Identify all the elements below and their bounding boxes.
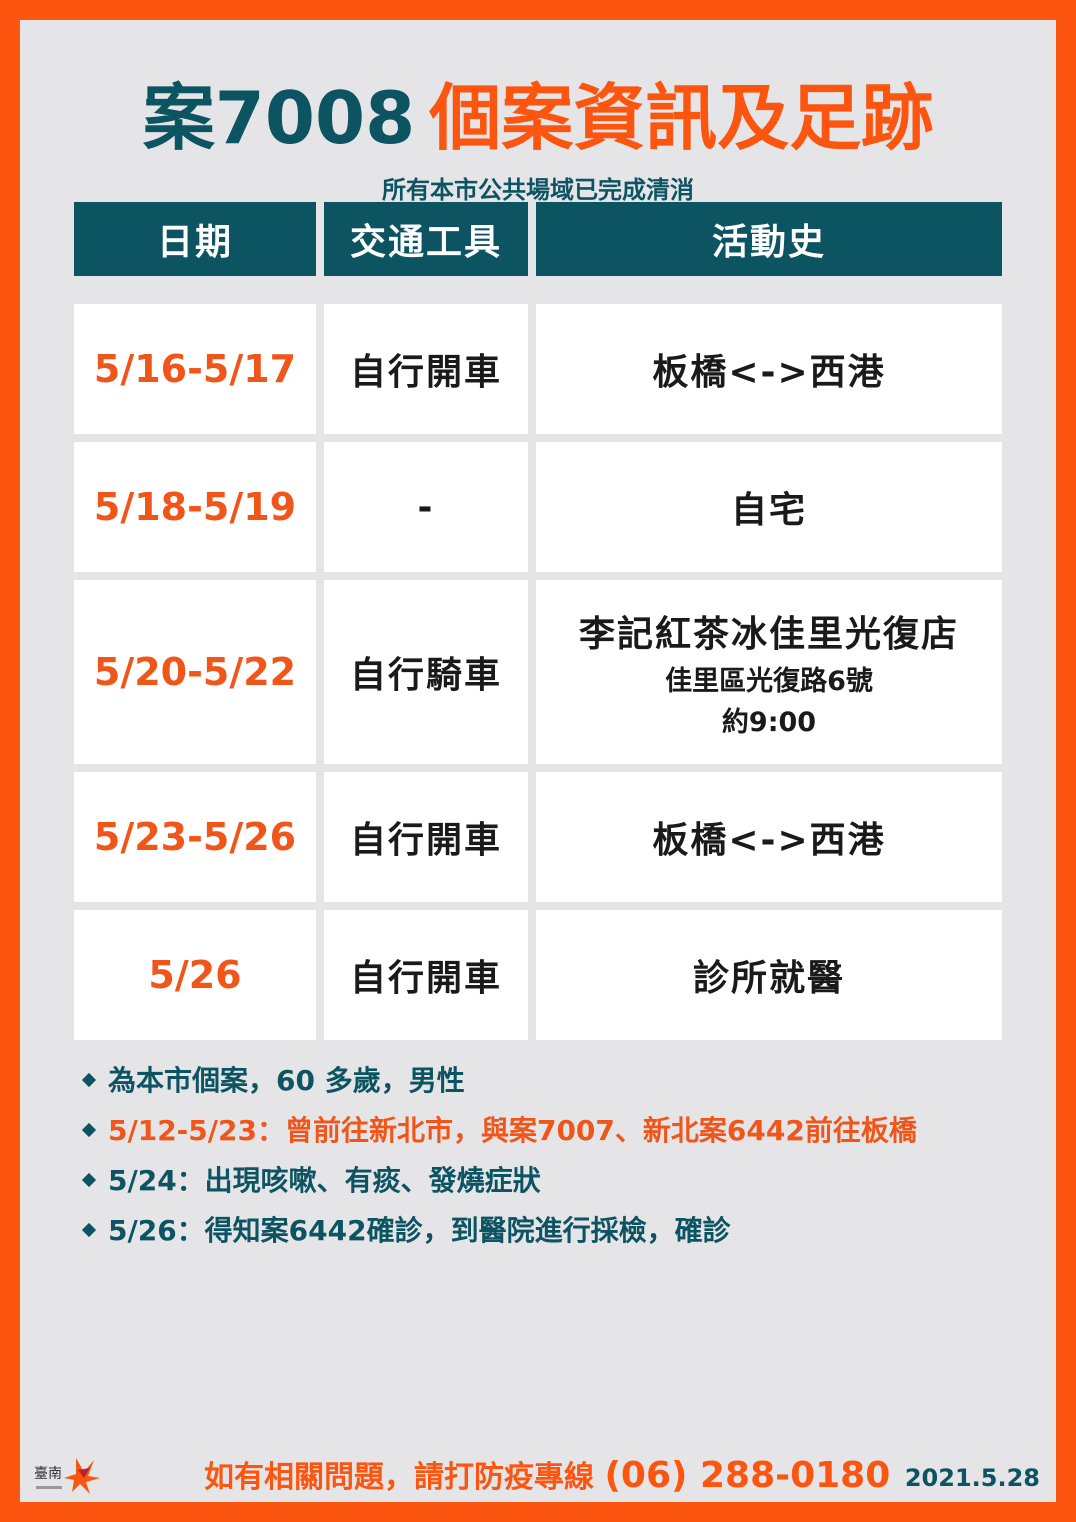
hotline-text: 如有相關問題，請打防疫專線 xyxy=(204,1460,594,1495)
table-row-transport: 自行開車 xyxy=(324,772,528,902)
activity-main: 李記紅茶冰佳里光復店 xyxy=(578,614,959,655)
list-item: 5/24：出現咳嗽、有痰、發燒症狀 xyxy=(80,1156,1040,1206)
activity-time: 約9:00 xyxy=(721,707,817,738)
table-row-activity: 板橋<->西港 xyxy=(536,304,1002,434)
hotline-number: (06) 288-0180 xyxy=(604,1455,891,1496)
diamond-bullet-icon xyxy=(81,1122,97,1138)
case-label: 案7008 xyxy=(142,76,416,160)
diamond-bullet-icon xyxy=(81,1072,97,1088)
activity-main: 診所就醫 xyxy=(692,958,845,999)
table-row-activity: 李記紅茶冰佳里光復店 佳里區光復路6號 約9:00 xyxy=(536,580,1002,764)
table-row-transport: - xyxy=(324,442,528,572)
tainan-logo-icon: 臺南 xyxy=(34,1458,100,1494)
table-row-transport: 自行開車 xyxy=(324,910,528,1040)
case-notes: 為本市個案，60 多歲，男性 5/12-5/23：曾前往新北市，與案7007、新… xyxy=(80,1056,1040,1256)
activity-main: 自宅 xyxy=(730,490,807,531)
list-item: 5/12-5/23：曾前往新北市，與案7007、新北案6442前往板橋 xyxy=(80,1106,1040,1156)
table-row-date: 5/18-5/19 xyxy=(74,442,316,572)
activity-address: 佳里區光復路6號 xyxy=(665,666,873,697)
table-row-date: 5/16-5/17 xyxy=(74,304,316,434)
column-header-activity: 活動史 xyxy=(536,202,1002,276)
page-title: 案7008 個案資訊及足跡 xyxy=(20,78,1056,158)
activity-main: 板橋<->西港 xyxy=(652,820,886,861)
table-row-transport: 自行開車 xyxy=(324,304,528,434)
activity-main: 板橋<->西港 xyxy=(652,352,886,393)
diamond-bullet-icon xyxy=(81,1172,97,1188)
table-row-transport: 自行騎車 xyxy=(324,580,528,764)
poster-frame: 案7008 個案資訊及足跡 所有本市公共場域已完成清消 日期 交通工具 活動史 5… xyxy=(20,20,1056,1502)
table-row-activity: 自宅 xyxy=(536,442,1002,572)
list-item: 5/26：得知案6442確診，到醫院進行採檢，確診 xyxy=(80,1206,1040,1256)
table-row-date: 5/23-5/26 xyxy=(74,772,316,902)
table-row-date: 5/26 xyxy=(74,910,316,1040)
hotline-footer: 如有相關問題，請打防疫專線 (06) 288-0180 xyxy=(204,1452,890,1496)
title-text: 個案資訊及足跡 xyxy=(429,76,934,160)
svg-text:臺南: 臺南 xyxy=(34,1466,62,1482)
column-header-date: 日期 xyxy=(74,202,316,276)
column-header-transport: 交通工具 xyxy=(324,202,528,276)
publish-date: 2021.5.28 xyxy=(904,1464,1040,1492)
list-item: 為本市個案，60 多歲，男性 xyxy=(80,1056,1040,1106)
page-subtitle: 所有本市公共場域已完成清消 xyxy=(382,176,694,204)
table-row-date: 5/20-5/22 xyxy=(74,580,316,764)
table-row-activity: 板橋<->西港 xyxy=(536,772,1002,902)
table-row-activity: 診所就醫 xyxy=(536,910,1002,1040)
diamond-bullet-icon xyxy=(81,1222,97,1238)
